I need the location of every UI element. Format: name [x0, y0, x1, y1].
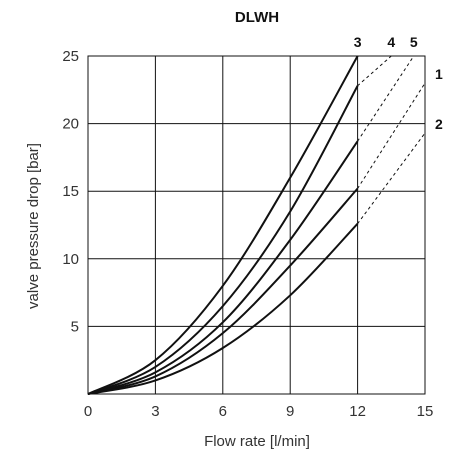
series-5-curve — [87, 140, 359, 395]
series-labels: 1 2 3 4 5 — [354, 34, 443, 132]
series-label-1: 1 — [435, 66, 443, 82]
series-3-curve — [87, 55, 359, 395]
plot-frame — [87, 55, 426, 395]
series-label-3: 3 — [354, 34, 362, 50]
x-tick-label: 12 — [349, 403, 366, 420]
series-label-5: 5 — [410, 34, 418, 50]
series-4-extrapolation — [357, 55, 392, 87]
x-tick-label: 15 — [417, 403, 434, 420]
series-2-curve — [87, 222, 359, 395]
x-tick-label: 6 — [219, 403, 227, 420]
y-tick-label: 25 — [62, 48, 79, 65]
series-label-4: 4 — [387, 34, 395, 50]
series-5-extrapolation — [357, 55, 415, 142]
chart-title: DLWH — [235, 9, 279, 26]
x-tick-label: 0 — [84, 403, 92, 420]
series-2-extrapolation — [357, 132, 426, 224]
series-1-extrapolation — [357, 82, 426, 189]
tick-labels: 0 3 6 9 12 15 5 10 15 20 25 — [62, 48, 433, 420]
x-tick-label: 9 — [286, 403, 294, 420]
series-curves — [87, 55, 426, 395]
y-tick-label: 5 — [71, 318, 79, 335]
series-label-2: 2 — [435, 116, 443, 132]
y-axis-label: valve pressure drop [bar] — [25, 143, 42, 309]
grid — [87, 55, 426, 395]
x-axis-label: Flow rate [l/min] — [204, 433, 310, 450]
y-tick-label: 10 — [62, 251, 79, 268]
y-tick-label: 20 — [62, 116, 79, 133]
series-1-curve — [87, 187, 359, 395]
y-tick-label: 15 — [62, 183, 79, 200]
series-4-curve — [87, 85, 359, 395]
x-tick-label: 3 — [151, 403, 159, 420]
